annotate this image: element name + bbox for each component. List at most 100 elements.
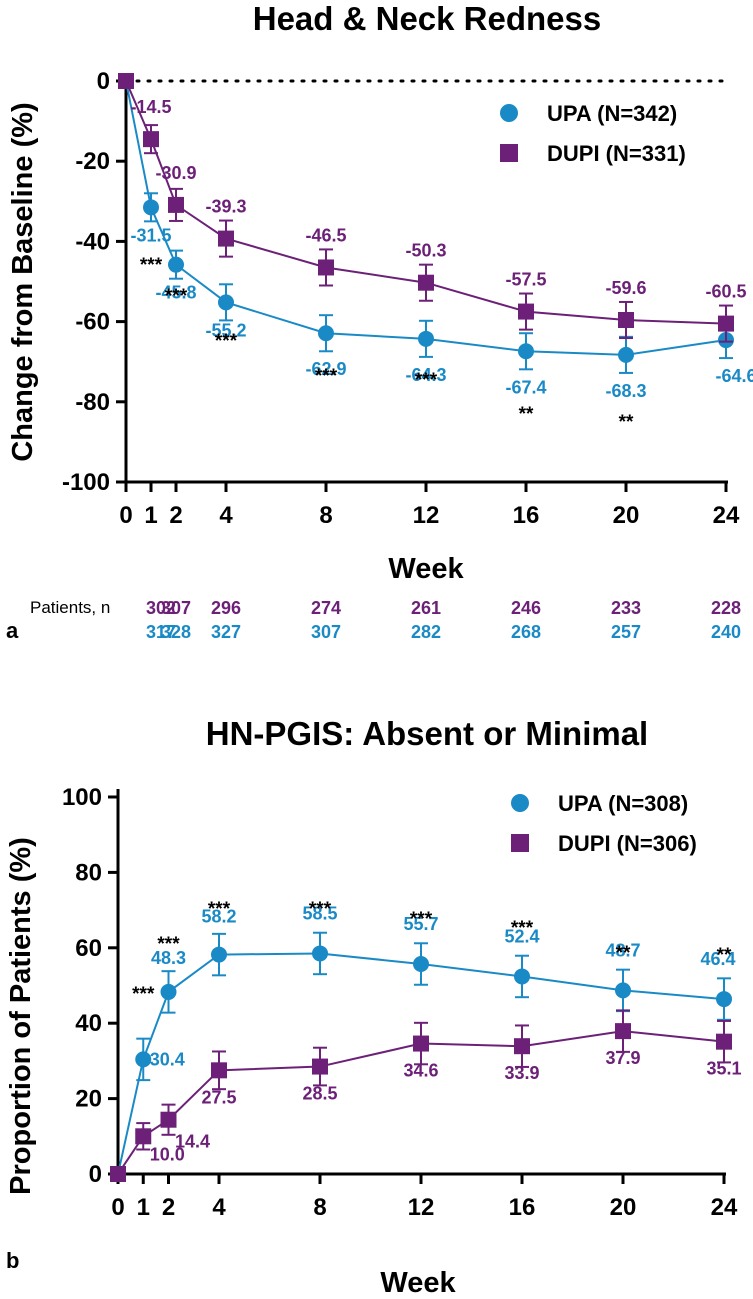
- chart-b-legend-upa-marker: [511, 794, 529, 812]
- chart-a-upa-data-label: -68.3: [605, 381, 646, 401]
- chart-a-x-tick-label: 2: [169, 502, 182, 529]
- chart-b-x-tick-label: 8: [313, 1194, 326, 1221]
- chart-a-upa-point: [218, 294, 234, 311]
- chart-a-dupi-data-label: -60.5: [705, 282, 746, 302]
- chart-b-y-tick-label: 20: [75, 1086, 102, 1113]
- chart-a-upa-data-label: -45.8: [155, 283, 196, 303]
- chart-b-dupi-data-label: 27.5: [201, 1087, 236, 1107]
- chart-a-upa-point: [618, 346, 634, 363]
- chart-a-dupi-patient-count: 296: [211, 598, 241, 618]
- chart-a-significance-marker: ***: [415, 370, 438, 391]
- chart-a-x-tick-label: 12: [413, 502, 440, 529]
- chart-a-dupi-data-label: -59.6: [605, 278, 646, 298]
- chart-b-dupi-data-label: 33.9: [504, 1063, 539, 1083]
- panel-a-chart: Head & Neck Redness Change from Baseline…: [6, 0, 753, 643]
- chart-b-upa-data-label: 48.3: [151, 948, 186, 968]
- chart-b-significance-marker: ***: [157, 934, 180, 955]
- chart-b-dupi-point: [110, 1166, 126, 1182]
- chart-a-significance-marker: ***: [215, 331, 238, 352]
- chart-a-dupi-point: [168, 196, 184, 213]
- chart-b-upa-point: [413, 956, 429, 973]
- chart-b-upa-point: [211, 946, 227, 963]
- chart-a-upa-point: [518, 343, 534, 360]
- chart-a-legend-dupi-label: DUPI (N=331): [547, 141, 686, 166]
- chart-b-dupi-data-label: 35.1: [706, 1059, 741, 1079]
- chart-a-upa-patient-count: 307: [311, 622, 341, 642]
- chart-b-dupi-point: [514, 1038, 530, 1055]
- chart-a-dupi-data-label: -50.3: [405, 241, 446, 261]
- chart-b-x-tick-label: 24: [711, 1194, 738, 1221]
- chart-b-dupi-point: [615, 1023, 631, 1040]
- chart-a-dupi-point: [118, 73, 134, 89]
- chart-a-dupi-patient-count: 228: [711, 598, 741, 618]
- chart-a-upa-data-label: -31.5: [130, 225, 171, 245]
- chart-a-dupi-point: [518, 303, 534, 320]
- chart-b-x-tick-label: 2: [162, 1194, 175, 1221]
- chart-a-dupi-point: [718, 315, 734, 332]
- chart-b-upa-point: [615, 982, 631, 999]
- chart-a-upa-data-label: -64.6: [715, 366, 753, 386]
- chart-b-upa-point: [160, 983, 177, 1000]
- chart-b-dupi-point: [211, 1062, 227, 1079]
- chart-b-dupi-data-label: 10.0: [150, 1144, 185, 1164]
- chart-b-x-tick-label: 1: [137, 1194, 150, 1221]
- chart-b-significance-marker: ***: [511, 918, 534, 939]
- chart-b-x-tick-label: 16: [509, 1194, 536, 1221]
- chart-b-dupi-data-label: 37.9: [605, 1048, 640, 1068]
- chart-a-dupi-point: [418, 274, 434, 291]
- chart-b-y-tick-label: 80: [75, 859, 102, 886]
- chart-a-dupi-data-label: -30.9: [155, 163, 196, 183]
- chart-b-dupi-point: [160, 1111, 177, 1128]
- chart-a-significance-marker: ***: [315, 366, 338, 387]
- chart-a-dupi-patient-count: 246: [511, 598, 541, 618]
- chart-a-dupi-point: [318, 259, 334, 276]
- chart-a-upa-data-label: -67.4: [505, 377, 546, 397]
- chart-a-upa-point: [318, 325, 334, 342]
- chart-b-significance-marker: ***: [309, 899, 332, 920]
- chart-b-y-tick-label: 60: [75, 935, 102, 962]
- chart-a-x-tick-label: 16: [513, 502, 540, 529]
- chart-a-y-tick-label: -20: [75, 148, 110, 175]
- chart-a-significance-marker: **: [619, 412, 634, 433]
- chart-b-dupi-point: [135, 1128, 152, 1145]
- chart-a-dupi-point: [143, 131, 159, 148]
- chart-b-legend-dupi-marker: [511, 834, 529, 852]
- chart-b-plot-area: 30.4 48.3 58.2 58.5 55.7 52.4 48.7 46.4 10.014.4…: [110, 899, 742, 1182]
- chart-a-y-tick-label: 0: [97, 68, 110, 95]
- chart-a-legend: UPA (N=342) DUPI (N=331): [500, 101, 686, 166]
- chart-b-upa-data-label: 48.7: [605, 940, 640, 960]
- chart-b-x-tick-label: 4: [212, 1194, 226, 1221]
- chart-a-upa-data-label: -55.2: [205, 320, 246, 340]
- chart-b-upa-point: [514, 968, 530, 985]
- chart-b-upa-data-label: 58.2: [201, 907, 236, 927]
- chart-b-upa-point: [716, 991, 732, 1008]
- chart-b-upa-data-label: 55.7: [403, 914, 438, 934]
- chart-b-dupi-point: [312, 1058, 328, 1075]
- chart-b-dupi-data-label: 34.6: [403, 1061, 438, 1081]
- chart-a-significance-marker: ***: [140, 255, 163, 276]
- chart-a-significance-marker: ***: [165, 286, 188, 307]
- chart-a-dupi-patient-count: 302: [146, 598, 176, 618]
- chart-b-x-tick-label: 12: [408, 1194, 435, 1221]
- panel-b-chart: HN-PGIS: Absent or Minimal Proportion of…: [5, 715, 742, 1299]
- chart-b-upa-data-label: 46.4: [700, 949, 735, 969]
- chart-a-y-tick-label: -100: [62, 469, 110, 496]
- chart-a-x-tick-label: 1: [144, 502, 157, 529]
- chart-a-dupi-point: [218, 230, 234, 247]
- chart-a-upa-point: [143, 199, 159, 216]
- chart-a-upa-data-label: -64.3: [405, 365, 446, 385]
- chart-a-dupi-patient-count: 274: [311, 598, 341, 618]
- chart-a-upa-patient-count: 240: [711, 622, 741, 642]
- chart-b-significance-marker: **: [616, 943, 631, 964]
- chart-a-upa-patient-count: 282: [411, 622, 441, 642]
- chart-a-significance-marker: **: [519, 404, 534, 425]
- chart-a-x-tick-label: 20: [613, 502, 640, 529]
- chart-a-dupi-data-label: -14.5: [130, 97, 171, 117]
- panel-b-label: b: [6, 1248, 19, 1273]
- chart-b-upa-point: [312, 945, 328, 962]
- chart-a-y-tick-label: -80: [75, 389, 110, 416]
